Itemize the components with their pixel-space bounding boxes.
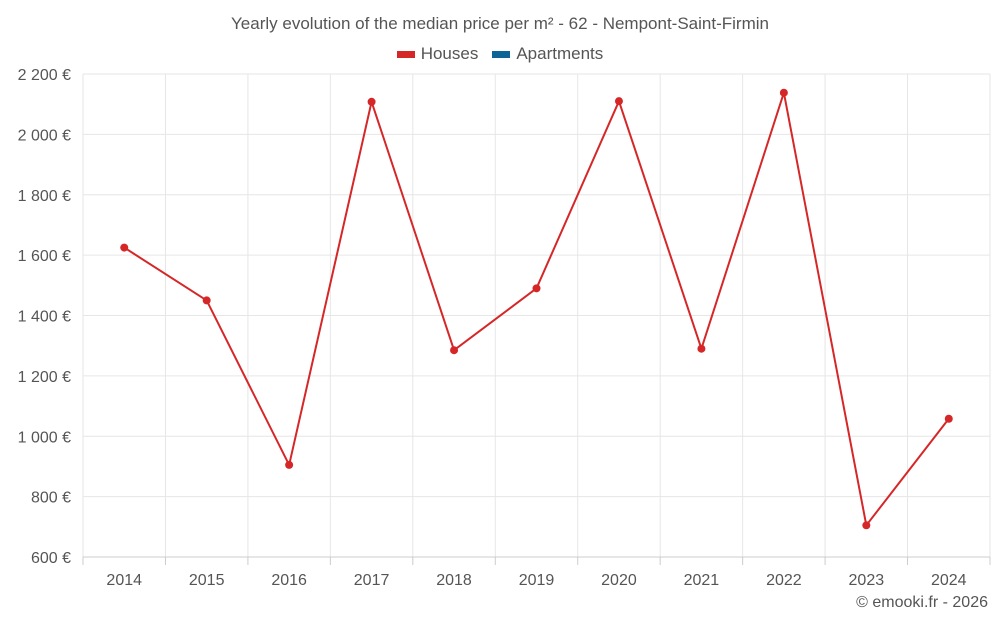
y-tick-label: 1 400 € [18, 309, 71, 326]
y-tick-label: 800 € [31, 490, 71, 507]
credit-text: © emooki.fr - 2026 [856, 594, 988, 611]
x-tick-label: 2020 [601, 572, 637, 589]
data-point [450, 346, 459, 355]
data-point [862, 521, 871, 530]
legend-swatch-houses [396, 50, 415, 58]
y-tick-label: 1 800 € [18, 188, 71, 205]
legend-item-houses[interactable]: Houses [396, 44, 479, 64]
x-tick-label: 2024 [931, 572, 967, 589]
legend: Houses Apartments [0, 44, 1000, 64]
legend-label-apartments: Apartments [516, 44, 604, 63]
data-point [285, 460, 294, 469]
chart-title: Yearly evolution of the median price per… [231, 14, 769, 33]
y-tick-label: 2 000 € [18, 127, 71, 144]
data-point [367, 97, 376, 106]
y-tick-label: 1 000 € [18, 429, 71, 446]
data-point [779, 88, 788, 97]
x-tick-label: 2018 [436, 572, 472, 589]
x-tick-label: 2023 [849, 572, 885, 589]
x-tick-label: 2019 [519, 572, 555, 589]
data-point [944, 414, 953, 423]
y-tick-label: 1 600 € [18, 248, 71, 265]
x-tick-label: 2022 [766, 572, 802, 589]
data-point [532, 284, 541, 293]
legend-item-apartments[interactable]: Apartments [492, 44, 603, 64]
x-tick-label: 2014 [106, 572, 142, 589]
y-tick-label: 2 200 € [18, 67, 71, 84]
legend-label-houses: Houses [420, 44, 479, 63]
x-tick-label: 2016 [271, 572, 307, 589]
legend-swatch-apartments [492, 50, 511, 58]
data-point [120, 243, 129, 252]
data-point [202, 296, 211, 305]
x-tick-label: 2021 [684, 572, 720, 589]
data-point [614, 97, 623, 106]
x-tick-label: 2017 [354, 572, 390, 589]
y-tick-label: 1 200 € [18, 369, 71, 386]
x-tick-label: 2015 [189, 572, 225, 589]
data-point [697, 344, 706, 353]
y-tick-label: 600 € [31, 550, 71, 567]
